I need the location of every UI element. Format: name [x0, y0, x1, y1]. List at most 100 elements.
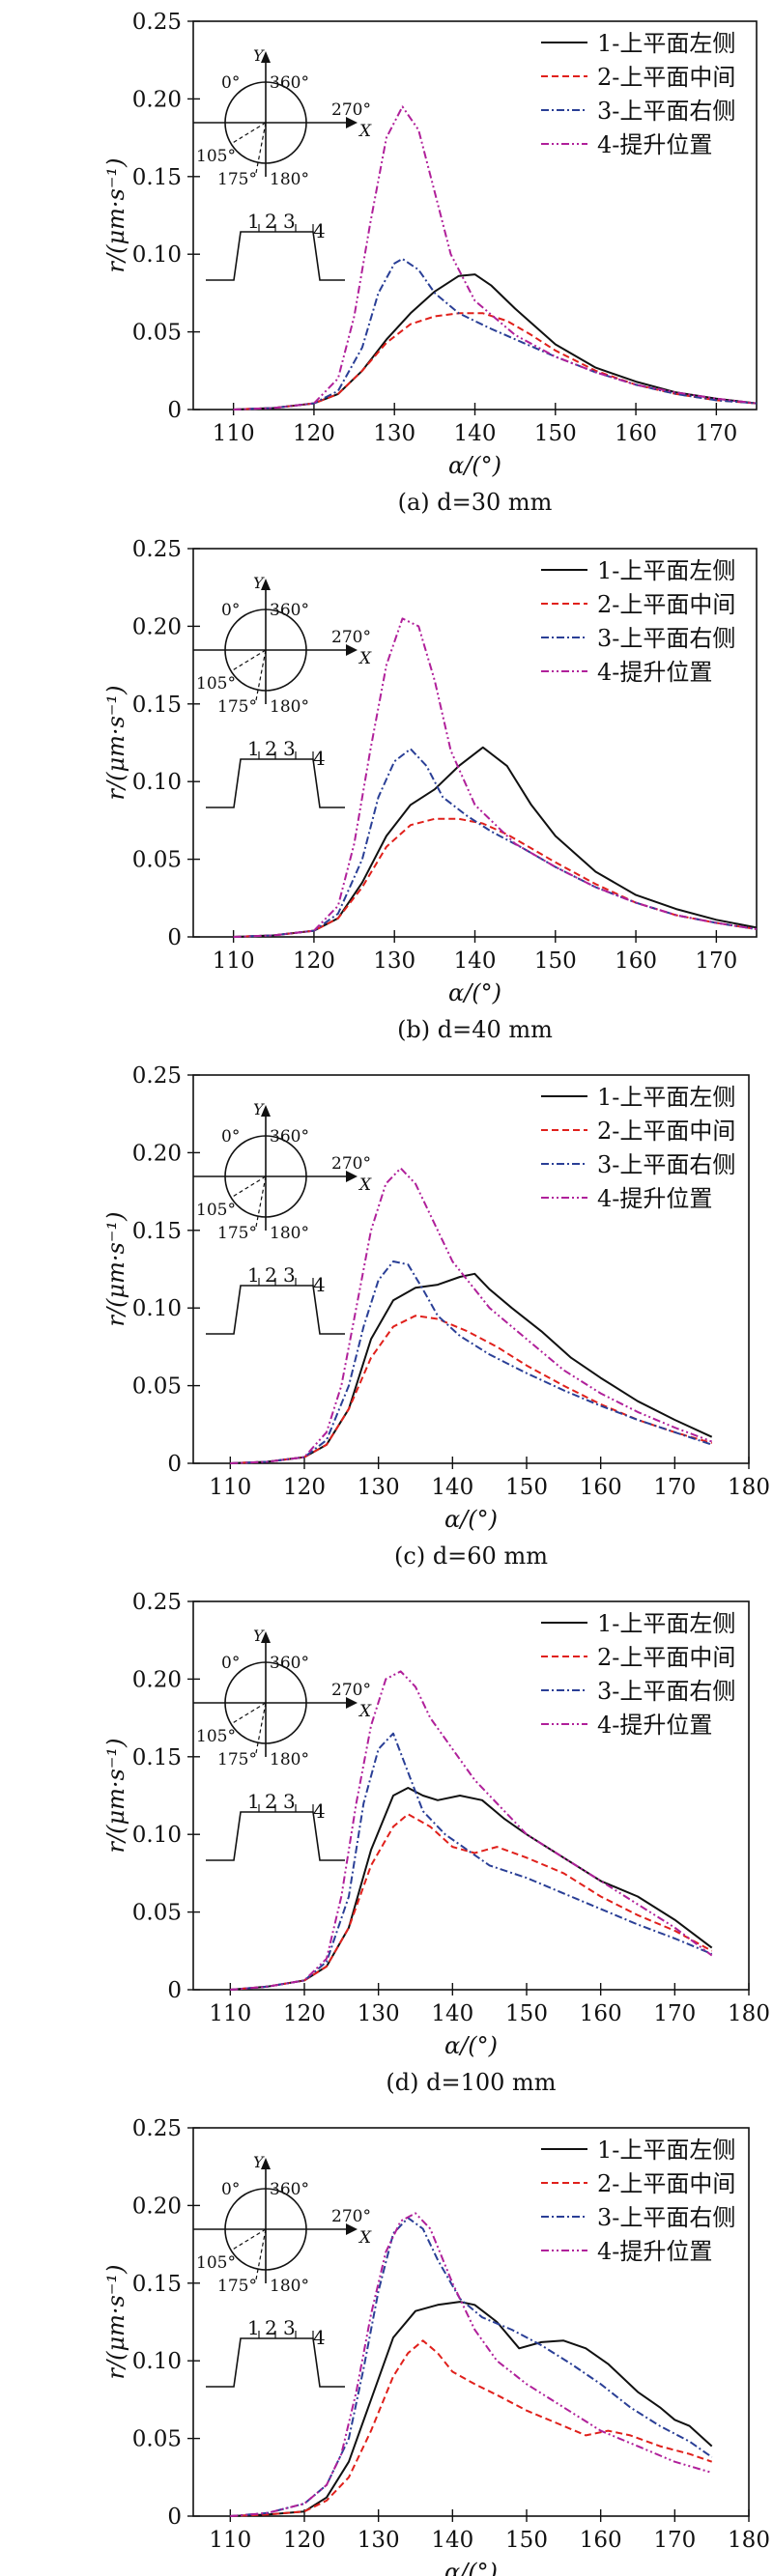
- series-line-4: [230, 2212, 712, 2517]
- y-arrow-icon: [261, 1631, 271, 1643]
- y-tick-label: 0: [167, 1452, 182, 1477]
- x-tick-label: 160: [615, 948, 657, 974]
- angle-105-line: [230, 1175, 267, 1199]
- x-tick-label: 140: [454, 421, 497, 446]
- y-axis-label: r/(μm·s⁻¹): [102, 686, 129, 801]
- inset-deg0: 0°: [221, 1654, 240, 1673]
- x-tick-label: 170: [653, 2528, 696, 2553]
- series-line-1: [230, 2301, 713, 2517]
- y-tick-label: 0.25: [132, 537, 182, 562]
- x-tick-label: 150: [534, 421, 577, 446]
- x-tick-label: 120: [283, 2528, 326, 2553]
- plot-frame: [192, 2127, 750, 2517]
- x-tick-label: 180: [728, 2001, 770, 2026]
- y-tick-label: 0.15: [132, 165, 182, 190]
- inset-y-label: Y: [253, 1627, 265, 1645]
- x-tick-label: 150: [534, 948, 577, 974]
- legend-label-2: 2-上平面中间: [597, 64, 735, 91]
- inset-deg180: 180°: [270, 170, 309, 189]
- profile-label-1: 1: [247, 1263, 260, 1287]
- y-tick-label: 0.10: [132, 1296, 182, 1321]
- y-tick-label: 0.05: [132, 1374, 182, 1400]
- x-tick-label: 140: [431, 1475, 473, 1500]
- profile-label-4: 4: [313, 1273, 326, 1296]
- x-tick-label: 170: [695, 421, 737, 446]
- y-arrow-icon: [261, 1105, 271, 1117]
- angle-175-line: [255, 2228, 267, 2280]
- inset-deg0: 0°: [221, 2180, 240, 2199]
- legend-label-2: 2-上平面中间: [597, 591, 735, 618]
- inset-deg360: 360°: [270, 1654, 309, 1673]
- x-tick-label: 160: [580, 1475, 622, 1500]
- x-tick-label: 160: [615, 421, 657, 446]
- inset-deg360: 360°: [270, 2180, 309, 2199]
- legend-label-1: 1-上平面左侧: [597, 2137, 735, 2164]
- x-axis-label: α/(°): [444, 1506, 498, 1533]
- profile-label-2: 2: [265, 1263, 277, 1287]
- x-tick-label: 110: [209, 2001, 251, 2026]
- y-tick-label: 0.15: [132, 1219, 182, 1244]
- x-tick-label: 180: [728, 2528, 770, 2553]
- inset-deg105: 105°: [196, 1201, 236, 1220]
- y-tick-label: 0.15: [132, 2272, 182, 2297]
- series-line-1: [233, 273, 758, 410]
- y-arrow-icon: [261, 579, 271, 590]
- legend-label-4: 4-提升位置: [597, 1185, 712, 1212]
- inset-y-label: Y: [253, 46, 265, 65]
- x-tick-label: 140: [454, 948, 497, 974]
- inset-deg0: 0°: [221, 1127, 240, 1146]
- inset-y-label: Y: [253, 1100, 265, 1118]
- inset-x-label: X: [358, 1175, 372, 1195]
- x-tick-label: 150: [505, 1475, 548, 1500]
- series-line-3: [230, 1732, 713, 1991]
- y-tick-label: 0.20: [132, 87, 182, 112]
- inset-deg105: 105°: [196, 147, 236, 166]
- y-tick-label: 0: [167, 925, 182, 950]
- trapezoid-profile: [206, 1285, 345, 1335]
- x-tick-label: 130: [358, 2001, 400, 2026]
- x-axis-label: α/(°): [448, 452, 501, 479]
- inset-x-label: X: [358, 122, 372, 141]
- profile-label-4: 4: [313, 2326, 326, 2349]
- y-tick-label: 0.15: [132, 1745, 182, 1770]
- y-axis-label: r/(μm·s⁻¹): [102, 1212, 129, 1327]
- inset-deg175: 175°: [217, 2277, 257, 2296]
- plot-frame: [192, 1074, 750, 1464]
- profile-label-3: 3: [283, 1790, 296, 1813]
- profile-label-2: 2: [265, 1790, 277, 1813]
- x-tick-label: 110: [209, 2528, 251, 2553]
- profile-label-1: 1: [247, 737, 260, 760]
- inset-deg0: 0°: [221, 73, 240, 93]
- chart-panel-2: 0 0.05 0.10 0.15 0.20 0.25 110 120 130 140 150 160 1…: [102, 537, 758, 1043]
- legend-label-3: 3-上平面右侧: [597, 1151, 735, 1178]
- angle-175-line: [255, 122, 267, 174]
- legend-label-1: 1-上平面左侧: [597, 1610, 735, 1637]
- legend-label-3: 3-上平面右侧: [597, 1678, 735, 1705]
- y-tick-label: 0.25: [132, 10, 182, 35]
- inset-deg105: 105°: [196, 674, 236, 694]
- inset-x-label: X: [358, 649, 372, 668]
- legend-label-2: 2-上平面中间: [597, 2170, 735, 2197]
- chart-caption: (b) d=40 mm: [397, 1016, 553, 1043]
- y-tick-label: 0.05: [132, 321, 182, 346]
- x-tick-label: 120: [293, 421, 335, 446]
- legend-label-3: 3-上平面右侧: [597, 2204, 735, 2231]
- x-arrow-icon: [346, 1171, 358, 1182]
- series-line-1: [230, 1272, 713, 1464]
- profile-label-2: 2: [265, 737, 277, 760]
- chart-panel-1: 0 0.05 0.10 0.15 0.20 0.25 110 120 130 140 150 160 1…: [102, 10, 758, 516]
- y-tick-label: 0.05: [132, 848, 182, 873]
- x-arrow-icon: [346, 2223, 358, 2235]
- profile-label-3: 3: [283, 1263, 296, 1287]
- inset-deg105: 105°: [196, 1727, 236, 1746]
- series-line-2: [233, 817, 758, 938]
- series-line-2: [230, 2339, 713, 2517]
- x-tick-label: 120: [283, 2001, 326, 2026]
- x-tick-label: 140: [431, 2528, 473, 2553]
- x-axis-label: α/(°): [444, 2032, 498, 2059]
- inset-schematic: Y 0° 360° 270° X 105° 175° 180° 1 2 3 4: [193, 2153, 372, 2388]
- profile-label-3: 3: [283, 2316, 296, 2339]
- y-tick-label: 0: [167, 2505, 182, 2530]
- inset-deg175: 175°: [217, 170, 257, 189]
- x-tick-label: 170: [695, 948, 737, 974]
